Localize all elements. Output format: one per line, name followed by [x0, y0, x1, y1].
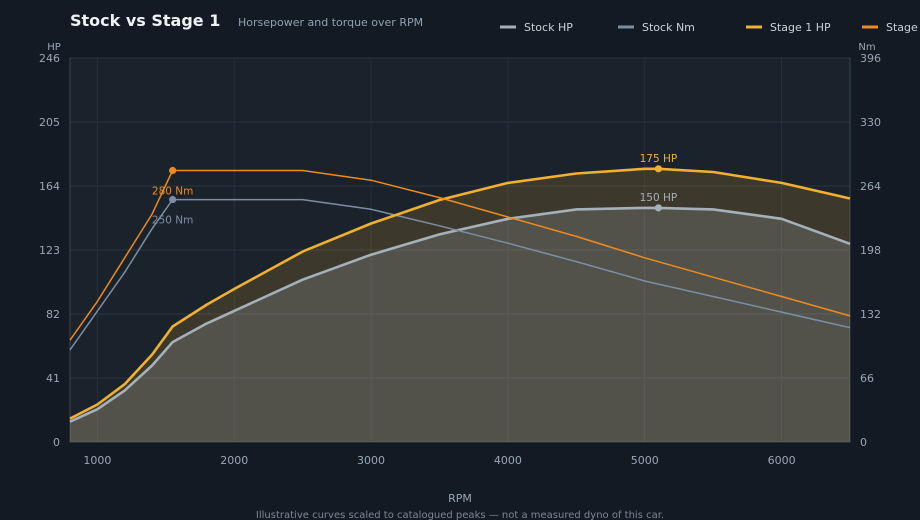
peak-label: 250 Nm	[152, 215, 193, 227]
y-left-tick-label: 164	[39, 180, 60, 193]
y-left-tick-label: 123	[39, 244, 60, 257]
y-left-tick-label: 41	[46, 372, 60, 385]
y-right-tick-label: 396	[860, 52, 881, 65]
y-right-tick-label: 132	[860, 308, 881, 321]
series-line-stage-1-nm	[69, 169, 851, 341]
legend-label: Stage 1 Nm	[886, 21, 920, 34]
area-stage-1-hp	[70, 168, 850, 443]
x-tick-label: 5000	[631, 454, 659, 467]
x-tick-label: 3000	[357, 454, 385, 467]
legend-label: Stock Nm	[642, 21, 695, 34]
area-stock-hp	[70, 207, 850, 442]
peak-label: 280 Nm	[152, 185, 193, 197]
chart-title: Stock vs Stage 1	[70, 11, 220, 30]
plot-layer: 0 41 82 123 164 205 246 0 66 132 198 264 330 396 1000 2…	[39, 52, 881, 467]
series-line-stock-hp	[69, 206, 851, 423]
left-axis-unit: HP	[47, 42, 61, 53]
legend-label: Stock HP	[524, 21, 573, 34]
peak-label: 175 HP	[640, 153, 678, 165]
y-left-tick-label: 205	[39, 116, 60, 129]
series-line-stock-nm	[69, 198, 851, 351]
x-axis-title: RPM	[448, 492, 472, 505]
chart-subtitle: Horsepower and torque over RPM	[238, 16, 423, 29]
peak-label: 150 HP	[640, 192, 678, 204]
y-left-tick-label: 82	[46, 308, 60, 321]
x-tick-label: 6000	[768, 454, 796, 467]
y-left-tick-label: 246	[39, 52, 60, 65]
x-tick-label: 1000	[83, 454, 111, 467]
peak-marker	[654, 204, 663, 212]
y-right-tick-label: 0	[860, 436, 867, 449]
y-right-tick-label: 264	[860, 180, 881, 193]
y-right-tick-label: 66	[860, 372, 874, 385]
peak-marker	[654, 165, 663, 173]
x-tick-label: 4000	[494, 454, 522, 467]
right-axis-unit: Nm	[858, 42, 875, 53]
grid	[70, 57, 850, 443]
y-right-tick-label: 198	[860, 244, 881, 257]
y-left-tick-label: 0	[53, 436, 60, 449]
x-tick-label: 2000	[220, 454, 248, 467]
peak-marker	[169, 166, 177, 175]
y-right-tick-label: 330	[860, 116, 881, 129]
series-line-stage-1-hp	[69, 167, 851, 420]
legend: Stock HP Stock Nm Stage 1 HP Stage 1 Nm	[500, 21, 920, 34]
peak-marker	[169, 195, 177, 204]
chart-footnote: Illustrative curves scaled to catalogued…	[256, 510, 664, 520]
legend-label: Stage 1 HP	[770, 21, 831, 34]
